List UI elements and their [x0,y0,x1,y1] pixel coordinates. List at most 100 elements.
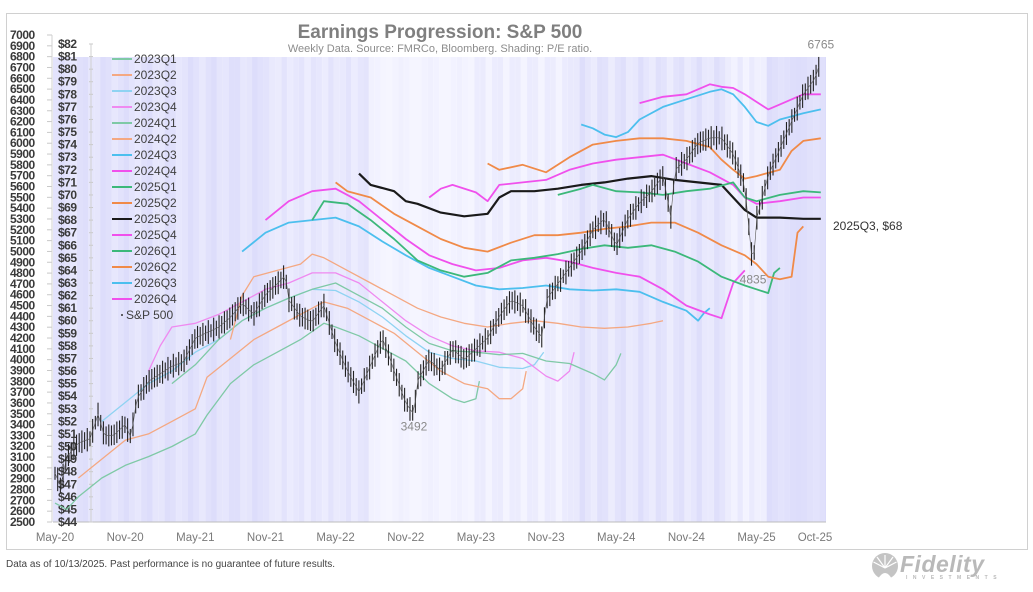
pe-band [777,57,785,522]
fidelity-sunburst-icon [872,553,898,579]
pe-band [105,57,112,522]
pe-band [199,57,206,522]
pe-band [678,57,685,522]
left-tick-label: 6200 [10,115,36,129]
right-tick-label: $69 [58,201,77,215]
pe-band [251,57,259,522]
legend-label: 2026Q3 [134,276,177,290]
pe-band [783,57,791,522]
series-line-2025q1 [311,200,781,295]
right-tick-label: $63 [58,276,77,290]
pe-band [462,57,469,522]
left-tick-label: 5800 [10,158,36,172]
pe-band [696,57,703,522]
x-tick-label: Nov-20 [107,532,144,544]
legend-label: 2026Q4 [134,292,177,306]
left-tick-label: 3900 [10,363,36,377]
pe-band [520,57,528,522]
left-tick-label: 6800 [10,50,36,64]
right-tick-label: $70 [58,188,77,202]
x-tick-label: May-21 [176,532,214,544]
left-tick-label: 3700 [10,385,36,399]
series-line-2023q4 [147,272,575,382]
left-tick-label: 5000 [10,244,36,258]
pe-band [111,57,118,522]
legend-label: 2024Q4 [134,164,177,178]
footnote: Data as of 10/13/2025. Past performance … [6,559,336,570]
right-tick-label: $77 [58,100,77,114]
pe-band [210,57,218,522]
legend-label: 2023Q2 [134,68,177,82]
right-tick-label: $79 [58,75,77,89]
right-tick-label: $53 [58,402,77,416]
series-line-2023q3 [101,288,545,422]
pe-band [228,57,235,522]
series-line-2026q1 [557,181,821,203]
pe-band [649,57,656,522]
legend-marker-sp500 [121,314,123,316]
pe-band [392,57,399,522]
x-tick-label: Nov-24 [668,532,706,544]
series-line-2024q3 [241,216,711,322]
pe-band [421,57,428,522]
left-tick-label: 3400 [10,418,36,432]
right-tick-label: $80 [58,62,77,76]
pe-band [479,57,487,522]
pe-band [444,57,452,522]
pe-band [368,57,376,522]
legend-label: 2024Q1 [134,116,177,130]
right-tick-label: $82 [58,37,77,51]
right-tick-label: $68 [58,213,77,227]
pe-band [333,57,340,522]
pe-band [742,57,750,522]
pe-band [187,57,194,522]
annotation-3492: 3492 [401,420,428,434]
pe-band [193,57,200,522]
pe-band [643,57,650,522]
pe-band [625,57,633,522]
left-tick-label: 5100 [10,234,36,248]
pe-band [532,57,539,522]
pe-band [64,57,72,522]
right-tick-label: $60 [58,314,77,328]
pe-band [234,57,241,522]
left-tick-label: 4200 [10,331,36,345]
pe-band [631,57,639,522]
pe-band [304,57,311,522]
pe-band [561,57,568,522]
pe-band [146,57,153,522]
right-tick-label: $66 [58,238,77,252]
pe-band [485,57,492,522]
pe-band [795,57,802,522]
left-tick-label: 4500 [10,299,36,313]
pe-band [666,57,674,522]
left-tick-label: 5200 [10,223,36,237]
right-tick-label: $59 [58,326,77,340]
series-line-2026q2 [487,137,821,180]
left-tick-label: 3600 [10,396,36,410]
left-tick-label: 6500 [10,82,36,96]
x-tick-label: Oct-25 [798,532,833,544]
pe-band [327,57,335,522]
pe-band [117,57,124,522]
right-tick-label: $49 [58,452,77,466]
right-tick-label: $58 [58,339,77,353]
pe-band [158,57,165,522]
right-tick-label: $75 [58,125,77,139]
left-tick-label: 5700 [10,169,36,183]
pe-band [339,57,346,522]
pe-band [509,57,516,522]
fidelity-logo: Fidelity INVESTMENTS [870,551,1025,581]
pe-band [719,57,726,522]
left-tick-label: 4000 [10,353,36,367]
left-tick-label: 6600 [10,71,36,85]
pe-band [707,57,715,522]
pe-band [205,57,212,522]
right-tick-label: $76 [58,112,77,126]
right-tick-label: $61 [58,301,77,315]
left-tick-label: 4600 [10,288,36,302]
pe-band [468,57,475,522]
right-tick-label: $57 [58,351,77,365]
pe-band [438,57,446,522]
left-tick-label: 4800 [10,266,36,280]
